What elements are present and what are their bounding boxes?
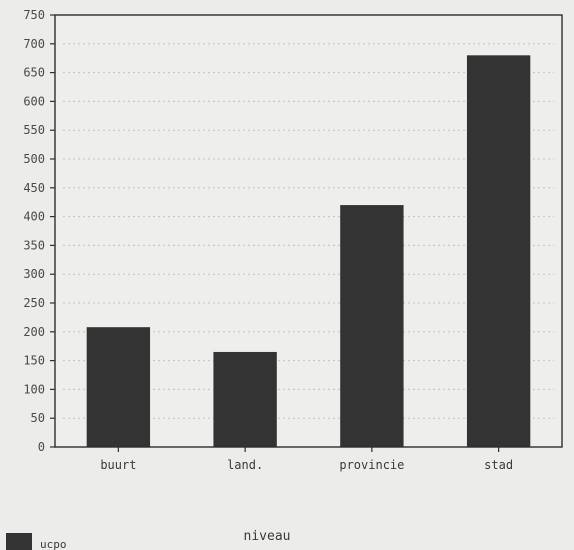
bars — [86, 55, 531, 447]
y-tick-label: 0 — [38, 440, 45, 454]
y-tick-label: 50 — [31, 411, 45, 425]
x-tick-label: provincie — [339, 458, 404, 472]
legend-label: ucpo — [40, 538, 67, 550]
x-tick-label: land. — [227, 458, 263, 472]
bar-land — [213, 351, 277, 447]
x-axis-title: niveau — [244, 529, 291, 544]
y-tick-label: 100 — [23, 382, 45, 396]
y-tick-label: 650 — [23, 66, 45, 80]
legend: ucpo — [6, 533, 67, 550]
y-tick-label: 250 — [23, 296, 45, 310]
bar-stad — [466, 55, 531, 447]
y-axis-ticks: 0 50 100 150 200 250 300 350 400 450 500 550 600 650 7… — [23, 8, 55, 454]
x-tick-label: stad — [484, 458, 513, 472]
y-tick-label: 400 — [23, 210, 45, 224]
y-tick-label: 350 — [23, 238, 45, 252]
x-tick-label: buurt — [100, 458, 136, 472]
y-tick-label: 300 — [23, 267, 45, 281]
legend-swatch — [6, 533, 32, 550]
bar-buurt — [86, 327, 151, 447]
bar-provincie — [340, 205, 404, 447]
y-tick-label: 750 — [23, 8, 45, 22]
plot-frame — [54, 14, 563, 448]
y-tick-label: 550 — [23, 123, 45, 137]
y-tick-label: 450 — [23, 181, 45, 195]
y-tick-label: 700 — [23, 37, 45, 51]
y-tick-label: 500 — [23, 152, 45, 166]
y-tick-label: 200 — [23, 325, 45, 339]
x-axis-ticks: buurt land. provincie stad — [100, 447, 513, 472]
y-tick-label: 600 — [23, 94, 45, 108]
y-tick-label: 150 — [23, 354, 45, 368]
